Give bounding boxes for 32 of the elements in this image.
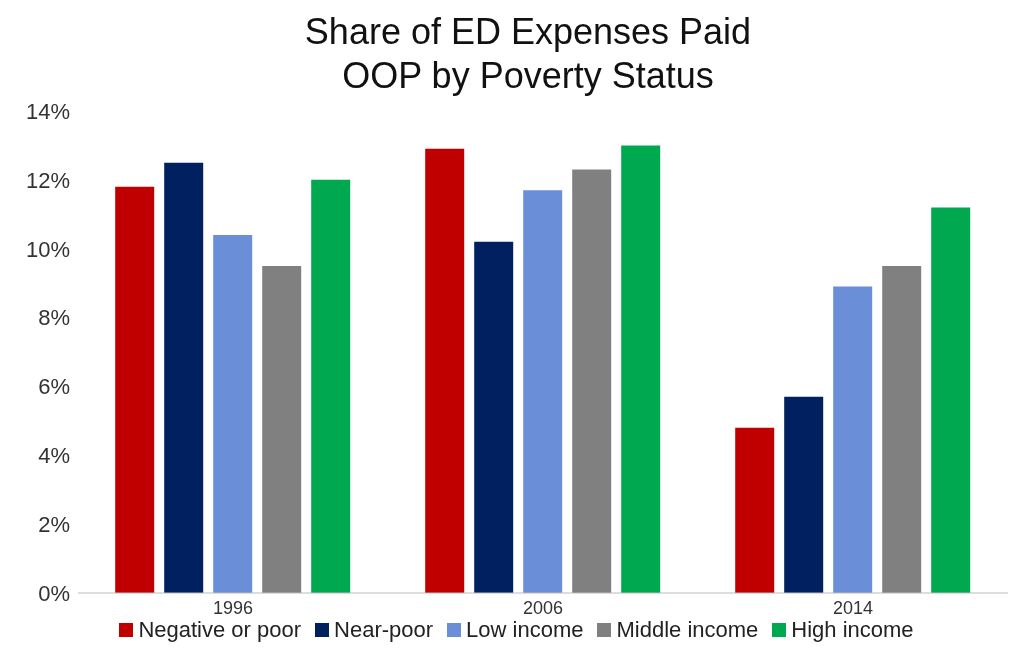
bar bbox=[425, 148, 465, 593]
bar bbox=[262, 265, 302, 593]
chart-title: Share of ED Expenses Paid OOP by Poverty Status bbox=[303, 10, 753, 98]
bar bbox=[572, 169, 612, 593]
y-tick-label: 4% bbox=[38, 443, 70, 469]
bar bbox=[833, 286, 873, 593]
bar bbox=[621, 145, 661, 593]
y-tick-label: 6% bbox=[38, 374, 70, 400]
bar bbox=[735, 427, 775, 593]
bar bbox=[311, 179, 351, 593]
y-tick-label: 0% bbox=[38, 580, 70, 606]
bar bbox=[784, 396, 824, 593]
x-tick-label: 2006 bbox=[522, 597, 564, 618]
legend-label: Near-poor bbox=[334, 617, 434, 643]
y-tick-label: 2% bbox=[38, 511, 70, 537]
legend-label: Negative or poor bbox=[138, 617, 302, 643]
bar bbox=[474, 241, 514, 593]
legend-label: Low income bbox=[466, 617, 584, 643]
x-tick-label: 2014 bbox=[832, 597, 874, 618]
x-tick-label: 1996 bbox=[212, 597, 254, 618]
legend-label: High income bbox=[791, 617, 914, 643]
y-tick-label: 8% bbox=[38, 305, 70, 331]
y-tick-label: 14% bbox=[25, 98, 70, 124]
bar bbox=[164, 162, 204, 593]
bar bbox=[213, 234, 253, 593]
y-tick-label: 10% bbox=[25, 236, 70, 262]
legend-label: Middle income bbox=[616, 617, 759, 643]
bar bbox=[882, 265, 922, 593]
y-tick-label: 12% bbox=[25, 167, 70, 193]
bar bbox=[523, 190, 563, 593]
bar bbox=[115, 186, 155, 593]
bar bbox=[931, 207, 971, 593]
